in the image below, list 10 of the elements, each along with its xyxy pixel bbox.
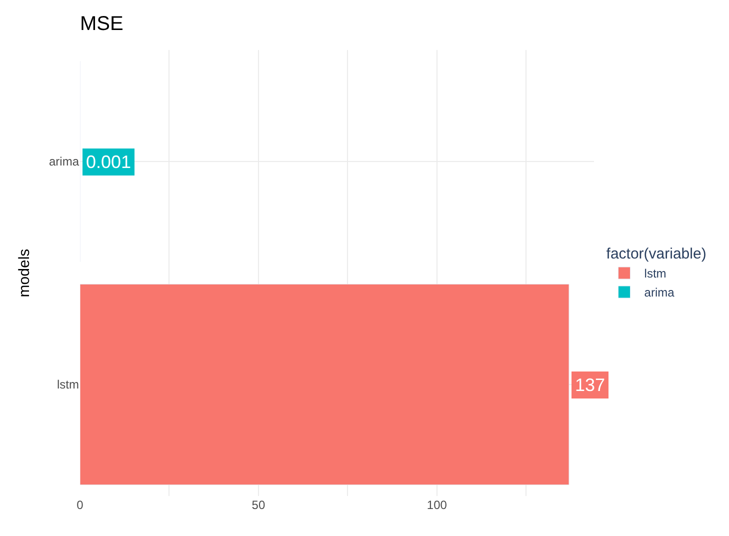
legend-label: arima bbox=[644, 286, 675, 300]
chart-title: MSE bbox=[80, 13, 124, 36]
x-tick-label: 50 bbox=[252, 498, 266, 512]
data-label: 137 bbox=[575, 375, 606, 395]
legend-title: factor(variable) bbox=[606, 246, 706, 262]
x-tick-label: 0 bbox=[76, 498, 84, 512]
x-tick-label: 100 bbox=[426, 498, 448, 512]
data-label: 0.001 bbox=[86, 152, 132, 172]
legend-label: lstm bbox=[644, 266, 666, 281]
y-axis-title: models bbox=[16, 248, 34, 298]
